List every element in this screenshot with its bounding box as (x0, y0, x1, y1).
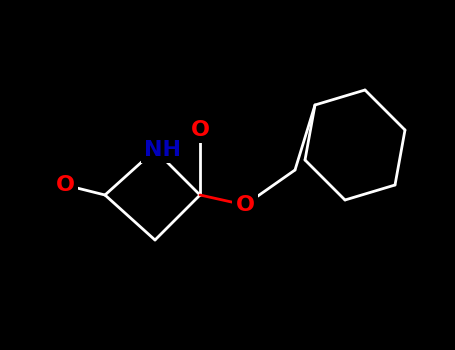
Text: O: O (191, 120, 209, 140)
Text: O: O (236, 195, 254, 215)
Text: NH: NH (145, 140, 182, 160)
Text: O: O (56, 175, 75, 195)
